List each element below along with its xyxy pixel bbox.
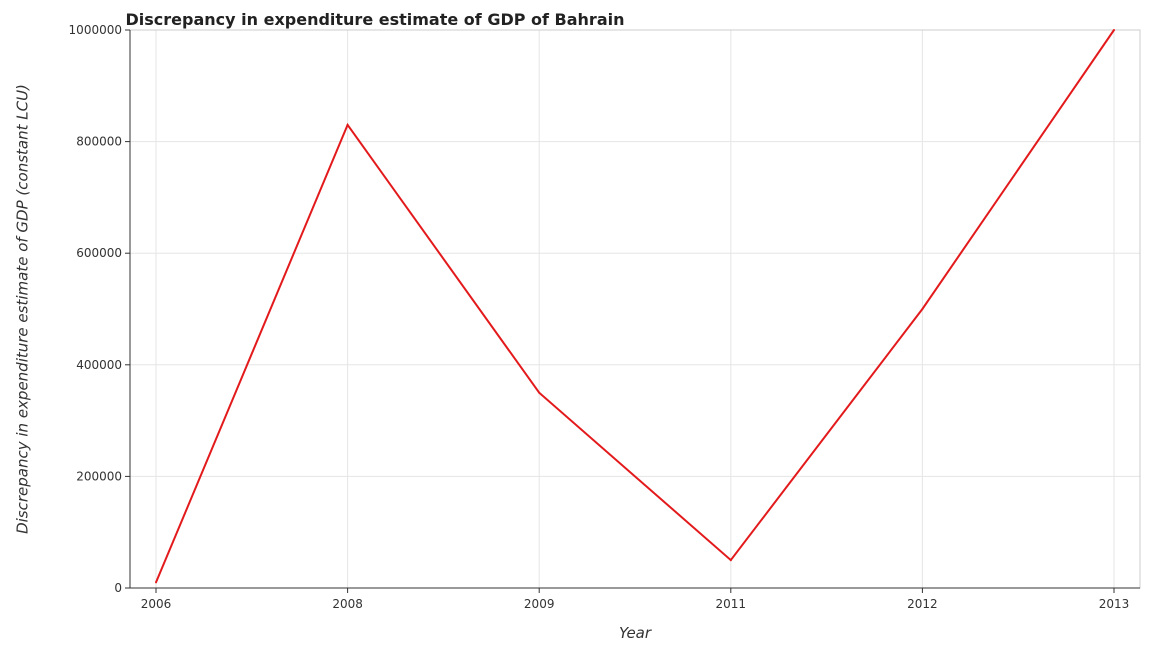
grid — [130, 29, 1140, 589]
x-tick-label: 2008 — [332, 597, 363, 611]
data-point — [729, 559, 732, 562]
plot-frame — [129, 29, 1141, 589]
x-axis-label: Year — [619, 624, 652, 642]
y-tick-label: 800000 — [76, 135, 122, 149]
data-point — [1113, 29, 1115, 31]
x-tick-label: 2006 — [141, 597, 172, 611]
data-point — [346, 123, 349, 126]
axes: 0 200000 400000 600000 800000 1000000 2006 2008… — [69, 23, 1141, 611]
series-line — [155, 29, 1115, 583]
x-tick-label: 2009 — [524, 597, 555, 611]
data-point — [155, 581, 157, 584]
x-tick-label: 2012 — [907, 597, 938, 611]
chart-title: Discrepancy in expenditure estimate of G… — [125, 10, 625, 29]
y-tick-label: 600000 — [76, 246, 122, 260]
data-point — [921, 308, 924, 310]
x-tick-label: 2011 — [716, 597, 747, 611]
y-tick-label: 1000000 — [69, 23, 122, 37]
y-tick-label: 200000 — [76, 469, 122, 483]
data-point — [538, 391, 541, 394]
y-tick-label: 400000 — [76, 358, 122, 372]
y-axis-label: Discrepancy in expenditure estimate of G… — [13, 84, 31, 534]
x-tick-label: 2013 — [1099, 597, 1130, 611]
series-marks — [155, 29, 1115, 584]
y-tick-label: 0 — [114, 581, 122, 595]
